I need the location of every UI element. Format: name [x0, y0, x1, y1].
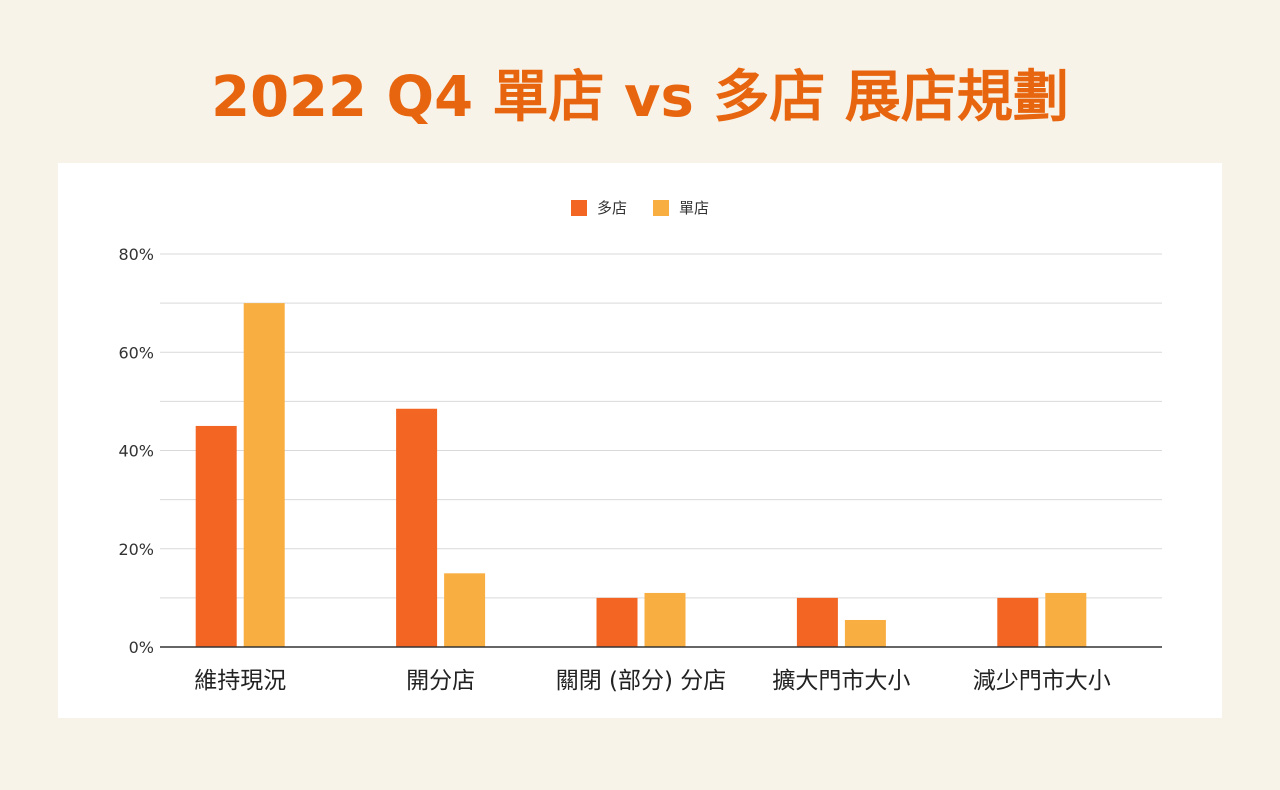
legend-item-single-store: 單店: [653, 197, 709, 218]
bar-multi-store: [396, 408, 438, 647]
y-tick-label: 40%: [118, 442, 154, 461]
bar-single-store: [444, 573, 486, 647]
y-tick-label: 0%: [129, 638, 154, 657]
legend-item-multi-store: 多店: [570, 197, 627, 218]
y-tick-label: 80%: [118, 245, 154, 264]
x-category-label: 擴大門市大小: [772, 668, 910, 694]
legend-swatch-multi-store: [570, 199, 587, 216]
legend: 多店 單店: [0, 197, 1280, 218]
x-category-label: 維持現況: [194, 668, 286, 694]
bar-single-store: [644, 592, 686, 647]
legend-swatch-single-store: [653, 199, 669, 216]
y-tick-label: 60%: [118, 343, 154, 362]
x-category-label: 關閉 (部分) 分店: [556, 668, 727, 694]
bar-multi-store: [195, 425, 237, 647]
bar-single-store: [844, 619, 886, 647]
bar-single-store: [243, 303, 285, 647]
bar-multi-store: [796, 597, 838, 647]
x-category-label: 減少門市大小: [973, 668, 1111, 694]
chart-title: 2022 Q4 單店 vs 多店 展店規劃: [211, 65, 1069, 130]
bar-multi-store: [596, 597, 638, 647]
legend-label-single-store: 單店: [679, 199, 710, 217]
bar-single-store: [1045, 592, 1087, 647]
legend-label-multi-store: 多店: [596, 199, 627, 217]
bar-multi-store: [997, 597, 1039, 647]
y-tick-label: 20%: [118, 540, 154, 559]
x-category-label: 開分店: [406, 668, 475, 694]
